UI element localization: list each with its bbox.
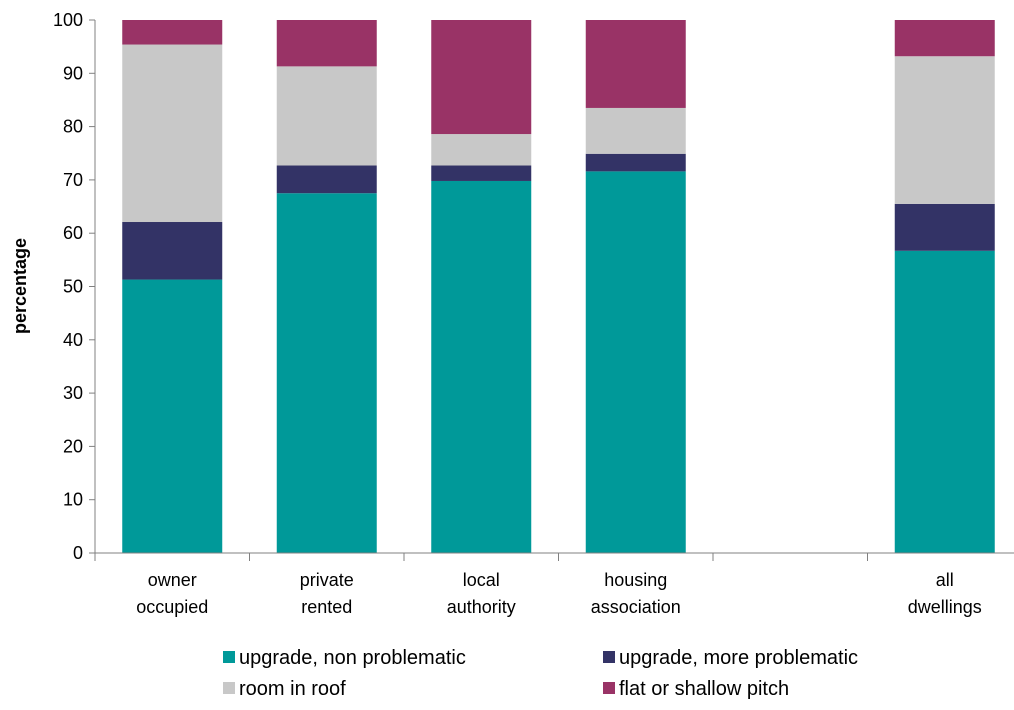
y-tick-label: 100	[53, 10, 83, 30]
bar-segment	[894, 20, 995, 57]
x-tick-label: owner	[148, 570, 197, 590]
bar-segment	[276, 193, 377, 553]
y-axis-title: percentage	[10, 238, 30, 334]
x-tick-label: local	[463, 570, 500, 590]
y-tick-label: 10	[63, 490, 83, 510]
bar-segment	[894, 250, 995, 553]
bar-segment	[122, 279, 223, 553]
bar-segment	[276, 165, 377, 194]
bar-segment	[431, 180, 532, 553]
x-tick-label: dwellings	[908, 597, 982, 617]
bar-segment	[585, 153, 686, 172]
bar-segment	[276, 20, 377, 67]
bar-segment	[894, 56, 995, 204]
y-tick-label: 80	[63, 117, 83, 137]
bar-segment	[122, 20, 223, 45]
x-tick-label: authority	[447, 597, 516, 617]
y-tick-label: 30	[63, 383, 83, 403]
legend-swatch	[603, 682, 615, 694]
legend: upgrade, non problematic upgrade, more pr…	[223, 647, 858, 700]
bar-segment	[585, 171, 686, 553]
legend-label: upgrade, non problematic	[239, 647, 466, 669]
bar-segment	[431, 134, 532, 166]
bar-segment	[431, 20, 532, 135]
bar-segment	[585, 107, 686, 154]
y-tick-label: 40	[63, 330, 83, 350]
y-axis-title-group: percentage	[10, 238, 30, 334]
y-tick-label: 60	[63, 223, 83, 243]
y-tick-label: 50	[63, 277, 83, 297]
bars-group	[122, 20, 995, 553]
y-tick-label: 0	[73, 543, 83, 563]
legend-swatch	[603, 651, 615, 663]
bar-segment	[122, 44, 223, 223]
bar-segment	[276, 66, 377, 166]
bar-segment	[894, 203, 995, 251]
x-tick-label: all	[936, 570, 954, 590]
bar-segment	[431, 165, 532, 181]
legend-swatch	[223, 651, 235, 663]
y-axis: 0 10 20 30 40 50 60 70 80 90 100	[53, 10, 96, 563]
bar-segment	[585, 20, 686, 108]
y-tick-label: 70	[63, 170, 83, 190]
legend-label: room in roof	[239, 678, 346, 700]
x-tick-label: private	[300, 570, 354, 590]
x-axis: owner occupied private rented local authority…	[94, 552, 1014, 617]
x-tick-label: association	[591, 597, 681, 617]
x-tick-label: rented	[301, 597, 352, 617]
bar-segment	[122, 222, 223, 280]
x-tick-label: occupied	[136, 597, 208, 617]
x-tick-label: housing	[604, 570, 667, 590]
y-tick-label: 20	[63, 436, 83, 456]
legend-swatch	[223, 682, 235, 694]
legend-label: upgrade, more problematic	[619, 647, 858, 669]
legend-label: flat or shallow pitch	[619, 678, 789, 700]
y-tick-label: 90	[63, 63, 83, 83]
